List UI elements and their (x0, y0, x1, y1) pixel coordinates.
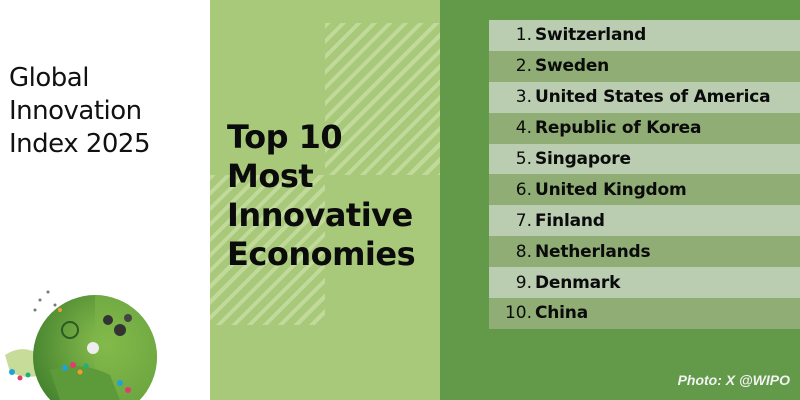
rank-number: 8. (515, 241, 532, 262)
middle-panel: Top 10 Most Innovative Economies (210, 0, 440, 400)
left-panel: Global Innovation Index 2025 (0, 0, 210, 400)
globe-illustration (5, 290, 157, 400)
economy-name: United States of America (535, 87, 771, 108)
economy-name: China (535, 303, 588, 324)
economy-name: Singapore (535, 149, 631, 169)
economy-name: Republic of Korea (535, 118, 702, 139)
list-item: 7. Finland (489, 205, 800, 237)
report-title: Global Innovation Index 2025 (9, 62, 151, 161)
rank-number: 7. (515, 210, 532, 231)
right-panel: 1. Switzerland 2. Sweden 3. United States of … (440, 0, 800, 400)
stripe-pattern (210, 175, 325, 325)
title-line: Global (9, 63, 89, 93)
economy-name: United Kingdom (535, 179, 687, 200)
rank-number: 1. (515, 25, 532, 46)
heading-line: Top 10 (227, 118, 343, 156)
rank-number: 10. (504, 303, 532, 324)
economy-name: Sweden (535, 56, 610, 77)
heading-line: Economies (227, 235, 416, 273)
photo-credit: Photo: X @WIPO (677, 372, 790, 388)
heading-line: Most (227, 157, 314, 195)
heading-line: Innovative (227, 196, 413, 234)
ranking-list: 1. Switzerland 2. Sweden 3. United States of … (489, 20, 800, 329)
list-item: 10. China (489, 298, 800, 329)
list-item: 5. Singapore (489, 143, 800, 175)
list-item: 3. United States of America (489, 81, 800, 113)
title-line: Innovation (9, 96, 142, 126)
economy-name: Switzerland (535, 25, 647, 46)
main-heading: Top 10 Most Innovative Economies (227, 118, 416, 274)
list-item: 2. Sweden (489, 50, 800, 82)
list-item: 9. Denmark (489, 267, 800, 299)
stripe-pattern (325, 23, 440, 175)
title-line: Index 2025 (9, 129, 151, 159)
list-item: 6. United Kingdom (489, 174, 800, 206)
economy-name: Denmark (535, 272, 621, 293)
rank-number: 2. (515, 56, 532, 77)
list-item: 4. Republic of Korea (489, 112, 800, 144)
economy-name: Finland (535, 210, 605, 231)
rank-number: 5. (515, 149, 532, 169)
economy-name: Netherlands (535, 241, 651, 262)
rank-number: 9. (515, 272, 532, 293)
rank-number: 3. (515, 87, 532, 108)
rank-number: 4. (515, 118, 532, 139)
list-item: 8. Netherlands (489, 236, 800, 268)
rank-number: 6. (515, 179, 532, 200)
list-item: 1. Switzerland (489, 20, 800, 51)
